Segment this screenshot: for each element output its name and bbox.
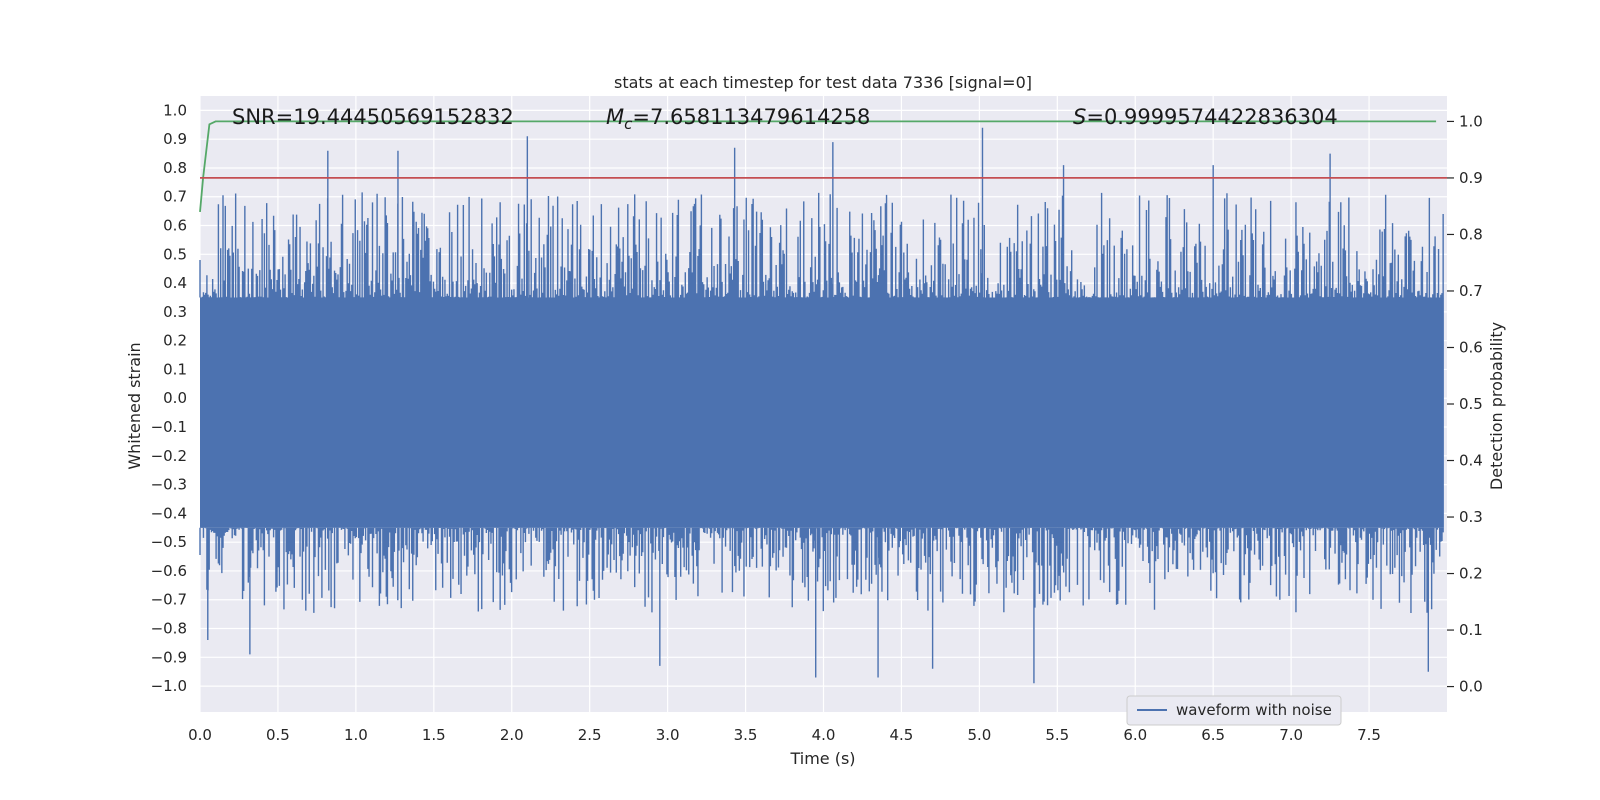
detection-probability-line [199,120,1437,212]
x-tick-label: 4.5 [890,726,914,744]
x-axis-ticks: 0.0 0.5 1.0 1.5 2.0 2.5 3.0 3.5 4.0 4.5 5.0 5.5 6.0 6… [188,726,1381,744]
x-tick-label: 6.5 [1201,726,1225,744]
y-tick-label: −1.0 [151,677,187,695]
chirp-mass-value: =7.658113479614258 [632,105,870,129]
legend-box [1126,695,1342,726]
x-tick-label: 5.0 [967,726,991,744]
score-value: =0.9999574422836304 [1086,105,1337,129]
detection-probability-series [199,120,1437,212]
y-tick-label: −0.4 [151,504,187,522]
legend: waveform with noise [1126,695,1342,726]
y-tick-label: −0.8 [151,620,187,638]
y-tick-label: 0.7 [163,188,187,206]
x-tick-label: 3.5 [734,726,758,744]
x-tick-label: 4.0 [812,726,836,744]
y-tick-label: −0.1 [151,418,187,436]
y-tick-label: 0.0 [163,389,187,407]
chirp-mass-symbol: M [606,105,624,129]
y2-tick-label: 0.6 [1459,338,1483,356]
y2-tick-label: 0.9 [1459,169,1483,187]
x-tick-label: 6.0 [1123,726,1147,744]
x-tick-label: 1.0 [344,726,368,744]
x-tick-label: 7.0 [1279,726,1303,744]
x-tick-label: 7.5 [1357,726,1381,744]
y-tick-label: 0.8 [163,159,187,177]
y-axis-label: Whitened strain [125,342,144,469]
y2-axis-label: Detection probability [1487,322,1506,490]
waveform-with-noise-series [199,127,1444,684]
y-tick-label: 0.1 [163,360,187,378]
legend-label: waveform with noise [1176,701,1332,719]
x-tick-label: 5.5 [1045,726,1069,744]
y-tick-label: −0.6 [151,562,187,580]
x-tick-label: 0.0 [188,726,212,744]
noise-core-band [200,297,1444,528]
y2-tick-label: 0.7 [1459,282,1483,300]
y-axis-ticks: 1.0 0.9 0.8 0.7 0.6 0.5 0.4 0.3 0.2 0.1 0.0 −0.1 −0.… [151,101,187,695]
x-tick-label: 2.0 [500,726,524,744]
x-tick-label: 0.5 [266,726,290,744]
y2-tick-label: 0.1 [1459,621,1483,639]
y-tick-label: 0.4 [163,274,187,292]
x-tick-label: 1.5 [422,726,446,744]
score-annotation: S=0.9999574422836304 [1073,105,1338,129]
y-tick-label: 0.3 [163,303,187,321]
noise-upper-spikes [199,127,1444,298]
chirp-mass-subscript: c [624,115,633,133]
chart-title: stats at each timestep for test data 733… [614,73,1032,92]
y-tick-label: −0.3 [151,476,187,494]
y-tick-label: 0.5 [163,245,187,263]
y-tick-label: −0.9 [151,648,187,666]
y2-tick-label: 0.4 [1459,452,1483,470]
y-tick-label: 0.2 [163,332,187,350]
y-tick-label: 1.0 [163,101,187,119]
y-tick-label: 0.6 [163,217,187,235]
y2-tick-label: 0.0 [1459,678,1483,696]
score-symbol: S [1073,105,1086,129]
chirp-mass-annotation: Mc=7.658113479614258 [606,105,870,133]
x-tick-label: 3.0 [656,726,680,744]
y-tick-label: −0.7 [151,591,187,609]
noise-lower-spikes [199,527,1444,684]
y-tick-label: −0.5 [151,533,187,551]
y2-tick-label: 0.2 [1459,565,1483,583]
y2-axis-ticks: 1.0 0.9 0.8 0.7 0.6 0.5 0.4 0.3 0.2 0.1 0.0 [1447,112,1483,696]
y2-tick-label: 1.0 [1459,112,1483,130]
x-tick-label: 2.5 [578,726,602,744]
y-tick-label: −0.2 [151,447,187,465]
y-tick-label: 0.9 [163,130,187,148]
y2-tick-label: 0.5 [1459,395,1483,413]
y2-tick-label: 0.3 [1459,508,1483,526]
y2-tick-label: 0.8 [1459,225,1483,243]
x-axis-label: Time (s) [789,749,855,768]
snr-annotation: SNR=19.44450569152832 [232,105,514,129]
